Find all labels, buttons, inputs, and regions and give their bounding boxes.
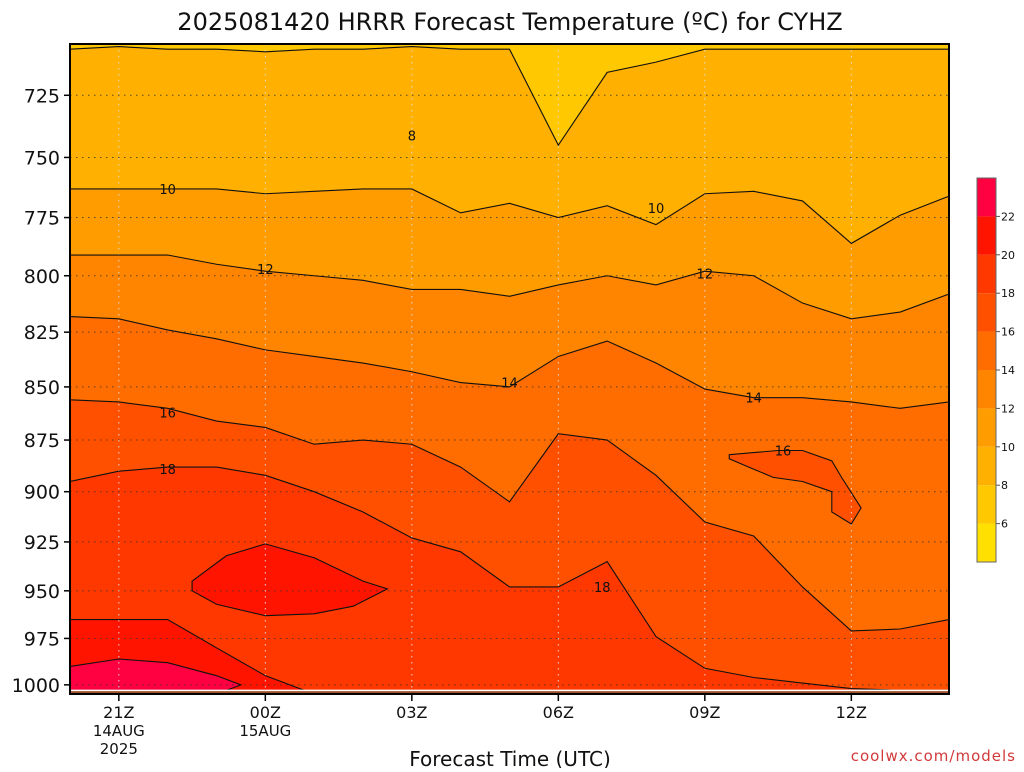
x-tick-sublabel: 14AUG [93,722,145,740]
isotherm-line-12 [70,254,949,320]
colorbar-swatch [977,370,996,409]
band-fill-18 [70,467,949,694]
contour-label: 14 [745,392,762,407]
isotherm-line-8 [70,46,949,147]
contour-label: 18 [594,581,611,596]
y-tick-label: 800 [24,266,60,288]
x-tick-sublabel: 2025 [100,740,138,758]
isotherm-line-10 [70,188,949,245]
colorbar-label: 6 [1001,518,1008,531]
credit-text: coolwx.com/models [851,747,1016,765]
colorbar-swatch [977,254,996,294]
y-tick-label: 1000 [12,675,60,697]
pocket-fill-20 [192,543,388,616]
colorbar-swatch [977,293,996,332]
y-tick-label: 975 [24,628,60,650]
colorbar-swatch [977,446,996,486]
isotherm-line-20 [70,618,949,694]
pocket-fill-22 [70,659,241,691]
colorbar-label: 22 [1001,210,1015,223]
ground-fill [70,690,949,694]
x-tick-label: 06Z [543,703,574,722]
x-axis-label: Forecast Time (UTC) [409,747,611,768]
colorbar-swatch [977,216,996,255]
colorbar-swatch [977,178,996,217]
y-tick-label: 925 [24,532,60,554]
contour-label: 12 [257,263,274,278]
contour-label: 14 [501,377,518,392]
pocket-fill-16 [729,450,862,525]
y-tick-label: 850 [24,377,60,399]
colorbar-label: 18 [1001,287,1015,300]
y-tick-label: 875 [24,430,60,452]
colorbar-swatch [977,485,996,524]
closed-contour-16 [728,449,862,525]
y-tick-label: 750 [24,147,60,169]
y-tick-label: 900 [24,482,60,504]
contour-label: 10 [159,183,176,198]
contour-label: 8 [408,129,416,144]
x-tick-label: 00Z [250,703,281,722]
contour-label: 16 [775,444,792,459]
colorbar-label: 14 [1001,364,1015,377]
y-tick-label: 775 [24,208,60,230]
x-tick-label: 21Z [103,703,134,722]
colorbar-label: 20 [1001,249,1015,262]
isotherm-line-18 [70,466,949,691]
closed-contour-20 [191,543,389,617]
colorbar-label: 12 [1001,402,1015,415]
x-tick-label: 03Z [396,703,427,722]
chart-title: 2025081420 HRRR Forecast Temperature (ºC… [177,8,842,36]
isotherm-line-14 [70,316,949,409]
contour-label: 12 [697,267,714,282]
colorbar-label: 10 [1001,441,1015,454]
colorbar-label: 16 [1001,326,1015,339]
colorbar-swatch [977,331,996,370]
contour-label: 16 [159,407,176,422]
colorbar-swatch [977,523,996,562]
y-tick-label: 825 [24,322,60,344]
contour-label: 18 [159,463,176,478]
y-tick-label: 950 [24,581,60,603]
x-tick-label: 09Z [689,703,720,722]
colorbar-label: 8 [1001,479,1008,492]
isotherm-line-16 [70,399,949,632]
contour-label: 10 [648,202,665,217]
x-tick-sublabel: 15AUG [239,722,291,740]
colorbar-swatch [977,408,996,447]
x-tick-label: 12Z [836,703,867,722]
y-tick-label: 725 [24,85,60,107]
plot-frame [69,43,950,695]
